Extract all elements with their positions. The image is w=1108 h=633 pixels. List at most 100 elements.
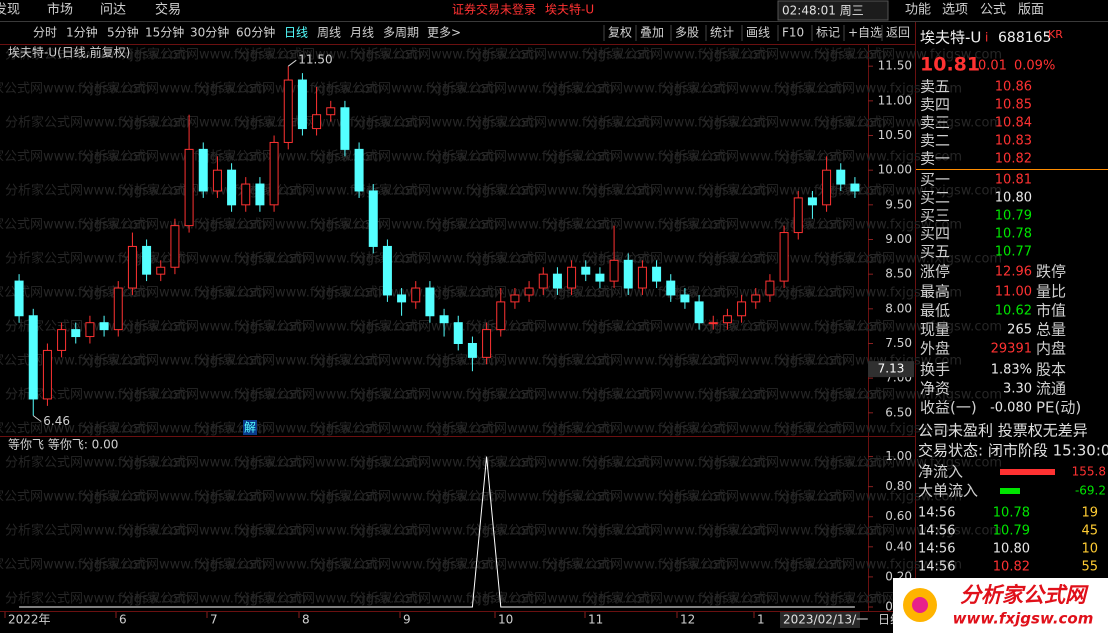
watermark: 分析家公式网www.fxjgsw.com [5,183,190,199]
watermark: 分析家公式网www.fxjgsw.com [81,81,266,97]
tool-button[interactable]: 标记 [816,26,840,40]
book-price: 10.77 [995,245,1032,260]
tool-button[interactable]: 叠加 [640,26,664,40]
watermark: 分析家公式网www.fxjgsw.com [353,183,538,199]
menu-item[interactable]: 功能 [905,3,931,18]
book-label: 卖五 [920,78,950,96]
watermark: 分析家公式网www.fxjgsw.com [313,285,498,301]
stat-label: 跌停 [1036,263,1066,281]
watermark: 分析家公式网www.fxjgsw.com [429,421,614,437]
candle-body [397,294,407,303]
candle-body [326,107,336,116]
period-button[interactable]: 分时 [33,26,57,40]
login-status: 证券交易未登录 [452,2,536,17]
watermark: 分析家公式网www.fxjgsw.com [469,47,654,63]
stat-label: 市值 [1036,302,1066,320]
x-tick-label: 10 [498,613,513,627]
watermark: 分析家公式网www.fxjgsw.com [5,47,190,63]
stat-label: 流通 [1036,380,1066,398]
candle-body [297,79,307,130]
tool-button[interactable]: F10 [782,26,804,40]
watermark: 分析家公式网www.fxjgsw.com [81,353,266,369]
watermark: 分析家公式网www.fxjgsw.com [701,523,886,539]
period-button[interactable]: 60分钟 [236,25,275,40]
tool-button[interactable]: +自选 [848,26,882,40]
book-label: 买二 [920,189,950,207]
period-button[interactable]: 月线 [350,26,374,40]
candle-body [807,197,817,206]
y-tick-label: 8.50 [885,267,912,281]
trade-volume: 45 [1081,524,1098,539]
logo-icon [912,597,928,613]
tool-button[interactable]: 复权 [608,26,632,40]
period-button[interactable]: 5分钟 [107,25,139,40]
watermark: 分析家公式网www.fxjgsw.com [313,353,498,369]
date-box [780,612,860,628]
watermark: 分析家公式网www.fxjgsw.com [121,115,306,131]
stat-value: 12.96 [995,265,1032,280]
menu-item[interactable]: 公式 [980,3,1006,18]
watermark: 分析家公式网www.fxjgsw.com [545,489,730,505]
menu-item[interactable]: 选项 [942,3,968,18]
tool-button[interactable]: 画线 [746,26,770,40]
watermark: 分析家公式网www.fxjgsw.com [817,115,1002,131]
watermark: 分析家公式网www.fxjgsw.com [777,353,962,369]
candle-body [482,329,492,358]
cursor-label: 7.13 [878,362,905,376]
candle-body [524,287,534,296]
flow-bar [1000,469,1055,475]
menu-item[interactable]: 交易 [155,2,181,18]
candle-body [382,245,392,296]
stat-label: 最高 [920,283,950,301]
watermark: 分析家公式网www.fxjgsw.com [237,523,422,539]
x-tick-label: 7 [210,613,218,627]
book-price: 10.85 [995,98,1032,113]
candle-body [354,148,364,192]
tool-button[interactable]: 统计 [710,26,734,40]
period-button[interactable]: 1分钟 [66,25,98,40]
stat-label: 换手 [920,361,950,379]
x-tick-label: 12 [680,613,695,627]
trade-price: 10.80 [993,542,1030,557]
menu-item[interactable]: 发现 [0,2,20,18]
period-button[interactable]: 多周期 [383,26,419,40]
y-tick-label: 10.00 [878,163,912,177]
watermark: 分析家公式网www.fxjgsw.com [701,387,886,403]
candle-body [496,301,506,331]
menu-item[interactable]: 版面 [1018,3,1044,18]
period-button[interactable]: 周线 [317,26,341,40]
date-label: 2023/02/13/一 [783,613,868,627]
menu-item[interactable]: 问达 [100,3,126,18]
candle-body [113,287,123,331]
y-tick-label: 7.50 [885,336,912,350]
candle-body [85,322,95,338]
watermark: 分析家公式网www.fxjgsw.com [353,251,538,267]
candle-body [241,183,251,206]
watermark: 分析家公式网www.fxjgsw.com [0,421,150,437]
menu-item[interactable]: 市场 [47,2,73,18]
period-button[interactable]: 30分钟 [190,25,229,40]
watermark: 分析家公式网www.fxjgsw.com [777,557,962,573]
period-button[interactable]: 日线 [284,26,308,40]
watermark: 分析家公式网www.fxjgsw.com [777,81,962,97]
period-button[interactable]: 更多> [427,26,461,40]
candle-body [694,301,704,324]
stat-label: 量比 [1036,283,1066,301]
watermark: 分析家公式网www.fxjgsw.com [353,387,538,403]
book-price: 10.79 [995,209,1032,224]
watermark: 分析家公式网www.fxjgsw.com [777,149,962,165]
stat-label: 净资 [920,380,950,398]
stat-label: 最低 [920,302,950,320]
period-button[interactable]: 15分钟 [145,25,184,40]
watermark: 分析家公式网www.fxjgsw.com [585,47,770,63]
candle-body [623,259,633,289]
watermark: 分析家公式网www.fxjgsw.com [237,455,422,471]
tool-button[interactable]: 多股 [675,26,699,40]
cursor-box [868,361,914,378]
trade-price: 10.78 [993,506,1030,521]
stat-label: 涨停 [920,263,950,281]
watermark: 分析家公式网www.fxjgsw.com [469,115,654,131]
tool-button[interactable]: 返回 [886,26,910,40]
stat-value: 11.00 [995,285,1032,300]
